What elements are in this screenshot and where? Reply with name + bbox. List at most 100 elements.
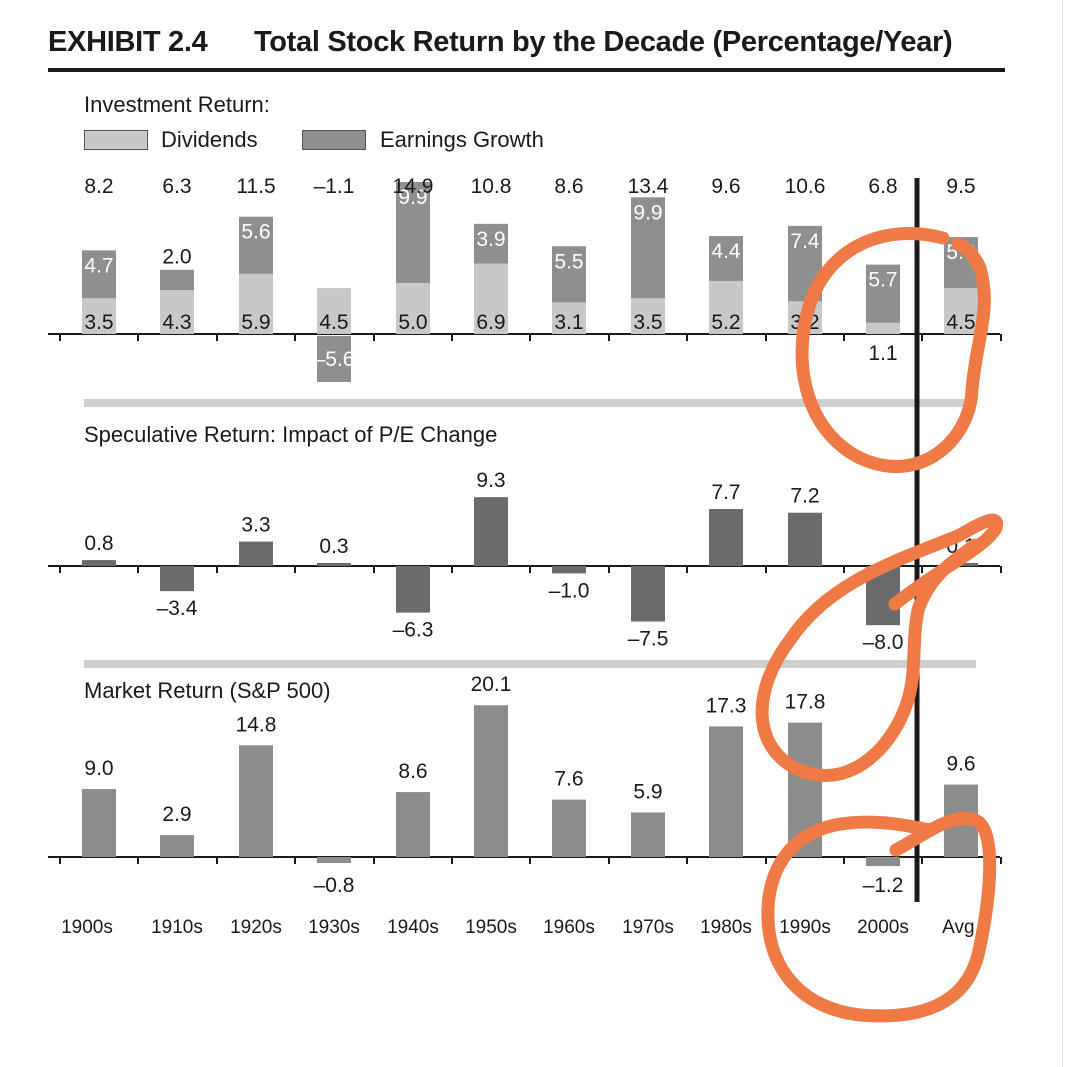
speculative-value-label: –6.3: [393, 619, 434, 642]
investment-total-label: 6.8: [868, 175, 897, 198]
market-value-label: 8.6: [398, 760, 427, 783]
market-bar: [239, 745, 273, 857]
page-edge-line: [1062, 0, 1063, 1067]
speculative-return-heading: Speculative Return: Impact of P/E Change: [84, 422, 498, 447]
investment-total-label: 9.5: [946, 175, 975, 198]
earnings-value-label: 9.9: [633, 201, 662, 224]
market-value-label: 9.6: [946, 753, 975, 776]
annotation-circle-market: [761, 812, 997, 1023]
earnings-growth-bar: [631, 197, 665, 299]
legend-dividends-swatch: [84, 130, 148, 150]
exhibit-header: EXHIBIT 2.4 Total Stock Return by the De…: [48, 22, 1008, 66]
dividends-value-label: 4.5: [319, 311, 348, 334]
earnings-growth-bar: [474, 223, 508, 264]
speculative-bar: [317, 563, 351, 566]
panel-separator: [84, 399, 976, 407]
market-bar: [552, 799, 586, 857]
market-value-label: 14.8: [236, 713, 277, 736]
dividends-value-label: 5.2: [711, 311, 740, 334]
dividends-bar: [866, 322, 900, 334]
market-bar: [631, 812, 665, 857]
market-return-heading: Market Return (S&P 500): [84, 678, 331, 703]
earnings-growth-bar: [552, 246, 586, 303]
dividends-bar: [944, 288, 978, 334]
investment-total-label: –1.1: [314, 175, 355, 198]
earnings-value-label: 5.6: [241, 221, 270, 244]
decade-axis-label: 1920s: [230, 917, 282, 938]
speculative-value-label: 7.7: [711, 481, 740, 504]
investment-total-label: 8.6: [554, 175, 583, 198]
legend-earnings-label: Earnings Growth: [380, 127, 544, 152]
speculative-bar: [474, 497, 508, 566]
market-bar: [474, 705, 508, 857]
earnings-growth-bar: [82, 250, 116, 299]
earnings-growth-bar: [317, 336, 351, 382]
dividends-bar: [396, 283, 430, 334]
earnings-value-label: –5.6: [314, 348, 355, 371]
dividends-bar: [552, 302, 586, 334]
title-underline: [48, 68, 1005, 72]
dividends-value-label: 3.1: [554, 311, 583, 334]
exhibit-number: EXHIBIT 2.4: [48, 26, 208, 58]
dividends-bar: [474, 263, 508, 334]
investment-return-heading: Investment Return:: [84, 92, 270, 117]
dividends-value-label: 3.5: [84, 311, 113, 334]
dividends-bar: [160, 290, 194, 334]
decade-axis-label: 1940s: [387, 917, 439, 938]
speculative-value-label: 9.3: [476, 469, 505, 492]
speculative-value-label: 3.3: [241, 514, 270, 537]
decade-axis-label: 1910s: [151, 917, 203, 938]
decade-axis-label: Avg.: [942, 917, 980, 938]
earnings-growth-bar: [160, 269, 194, 291]
earnings-growth-bar: [866, 264, 900, 323]
dividends-value-label: 4.5: [946, 311, 975, 334]
annotation-loop-speculative: [755, 513, 1004, 782]
earnings-value-label: 4.4: [711, 240, 741, 263]
speculative-value-label: –3.4: [157, 597, 198, 620]
market-bar: [160, 835, 194, 857]
market-bar: [396, 792, 430, 857]
dividends-value-label: 4.3: [162, 311, 191, 334]
speculative-value-label: –8.0: [863, 631, 904, 654]
speculative-value-label: 0.3: [319, 535, 348, 558]
dividends-value-label: 3.5: [633, 311, 662, 334]
dividends-value-label: 5.9: [241, 311, 270, 334]
exhibit-title: Total Stock Return by the Decade (Percen…: [254, 26, 953, 58]
decade-axis-label: 2000s: [857, 917, 909, 938]
market-value-label: 9.0: [84, 757, 113, 780]
investment-total-label: 13.4: [628, 175, 669, 198]
investment-total-label: 10.6: [785, 175, 826, 198]
speculative-value-label: 7.2: [790, 485, 819, 508]
panel-separator: [84, 660, 976, 668]
speculative-bar: [396, 566, 430, 613]
decade-axis-label: 1990s: [779, 917, 831, 938]
earnings-value-label: 4.7: [84, 254, 113, 277]
investment-total-label: 14.9: [393, 175, 434, 198]
dividends-bar: [239, 273, 273, 334]
investment-total-label: 8.2: [84, 175, 113, 198]
speculative-value-label: 0.8: [84, 532, 113, 555]
speculative-bar: [82, 560, 116, 566]
dividends-value-label: 5.0: [398, 311, 427, 334]
decade-axis-label: 1960s: [543, 917, 595, 938]
earnings-value-label: 5.7: [868, 269, 897, 292]
market-bar: [709, 726, 743, 857]
dividends-value-label: 6.9: [476, 311, 505, 334]
market-value-label: 5.9: [633, 780, 662, 803]
market-value-label: –0.8: [314, 874, 355, 897]
speculative-value-label: –1.0: [549, 579, 590, 602]
investment-total-label: 6.3: [162, 175, 191, 198]
speculative-bar: [788, 512, 822, 566]
earnings-value-label: 5.5: [554, 250, 583, 273]
investment-total-label: 9.6: [711, 175, 740, 198]
market-value-label: 17.3: [706, 694, 747, 717]
market-value-label: 17.8: [785, 691, 826, 714]
speculative-bar: [552, 566, 586, 574]
market-bar: [317, 857, 351, 864]
dividends-bar: [709, 280, 743, 334]
dividends-bar: [317, 288, 351, 334]
market-value-label: 2.9: [162, 803, 191, 826]
annotation-circle-investment: [795, 227, 991, 473]
decade-axis-label: 1900s: [61, 917, 113, 938]
